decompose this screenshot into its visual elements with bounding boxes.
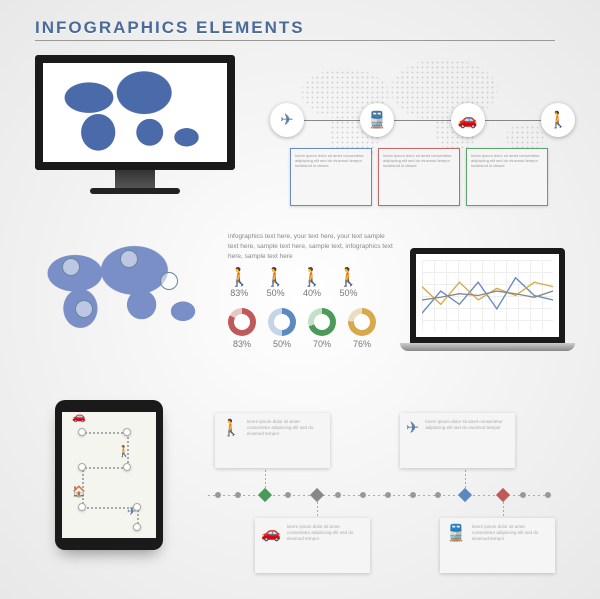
- info-card: lorem ipsum dolor sit amet consectetur a…: [378, 148, 460, 206]
- person-stat: 🚶 40%: [301, 268, 323, 298]
- card-icon: 🚆: [446, 524, 466, 545]
- person-icon: 🚶: [264, 268, 286, 286]
- timeline-dot: [520, 492, 526, 498]
- route-segment: [82, 432, 127, 434]
- timeline-dot: [360, 492, 366, 498]
- laptop-base: [400, 343, 575, 351]
- timeline-connector: [503, 500, 504, 518]
- route-segment: [82, 467, 127, 469]
- person-icon: 🚶: [541, 103, 575, 137]
- mid-sample-text: infographics text here, your text here, …: [228, 232, 393, 261]
- route-stop-icon: 🚗: [72, 412, 86, 423]
- map-pin: [160, 272, 178, 290]
- laptop-line-chart: [422, 260, 553, 331]
- card-icon: ✈: [406, 419, 419, 440]
- world-map-blue: [43, 63, 227, 162]
- donut-stat: 70%: [308, 308, 336, 349]
- timeline-dot: [435, 492, 441, 498]
- person-stat: 🚶 83%: [228, 268, 250, 298]
- person-pct: 40%: [301, 288, 323, 298]
- person-pct: 50%: [337, 288, 359, 298]
- monitor-screen: [35, 55, 235, 170]
- plane-icon: ✈: [270, 103, 304, 137]
- info-card: lorem ipsum dolor sit amet consectetur a…: [466, 148, 548, 206]
- donut-icon: [308, 308, 336, 336]
- laptop: [405, 248, 570, 351]
- donut-stat-row: 83% 50% 70% 76%: [228, 308, 376, 349]
- donut-pct: 50%: [268, 339, 296, 349]
- donut-pct: 76%: [348, 339, 376, 349]
- info-card-row: lorem ipsum dolor sit amet consectetur a…: [290, 148, 548, 206]
- tablet-map-screen: 🚗 🚶 🏠 ✈: [62, 412, 156, 538]
- donut-icon: [268, 308, 296, 336]
- timeline-connector: [317, 500, 318, 518]
- map-pin: [120, 250, 138, 268]
- map-pin: [62, 258, 80, 276]
- info-card: lorem ipsum dolor sit amet consectetur a…: [290, 148, 372, 206]
- person-icon: 🚶: [228, 268, 250, 286]
- bottom-timeline: [205, 495, 545, 496]
- monitor-stand: [115, 170, 155, 188]
- person-stat: 🚶 50%: [337, 268, 359, 298]
- donut-stat: 83%: [228, 308, 256, 349]
- person-icon: 🚶: [337, 268, 359, 286]
- mid-world-map: [30, 240, 210, 335]
- person-stat: 🚶 50%: [264, 268, 286, 298]
- route-stop: [123, 463, 131, 471]
- timeline-dot: [285, 492, 291, 498]
- timeline-connector: [265, 468, 266, 490]
- route-stop: [123, 428, 131, 436]
- donut-stat: 50%: [268, 308, 296, 349]
- timeline-card: 🚆lorem ipsum dolor sit amet consectetur …: [440, 518, 555, 573]
- route-stop-icon: 🏠: [72, 485, 86, 498]
- title-underline: [35, 40, 555, 41]
- person-pct: 50%: [264, 288, 286, 298]
- person-icon: 🚶: [301, 268, 323, 286]
- route-stop: [133, 523, 141, 531]
- timeline-card: 🚗lorem ipsum dolor sit amet consectetur …: [255, 518, 370, 573]
- timeline-card: 🚶lorem ipsum dolor sit amet consectetur …: [215, 413, 330, 468]
- timeline-dot: [235, 492, 241, 498]
- route-stop-icon: ✈: [127, 505, 136, 518]
- train-icon: 🚆: [360, 103, 394, 137]
- car-icon: 🚗: [451, 103, 485, 137]
- desktop-monitor: [35, 55, 235, 194]
- route-stop: [78, 428, 86, 436]
- page-title: INFOGRAPHICS ELEMENTS: [35, 18, 305, 38]
- transport-icon-row: ✈ 🚆 🚗 🚶: [270, 103, 575, 137]
- donut-pct: 83%: [228, 339, 256, 349]
- timeline-diamond: [458, 488, 472, 502]
- donut-icon: [228, 308, 256, 336]
- timeline-card: ✈lorem ipsum dolor sit amet consectetur …: [400, 413, 515, 468]
- tablet: 🚗 🚶 🏠 ✈: [55, 400, 163, 550]
- timeline-dot: [335, 492, 341, 498]
- timeline-diamond: [258, 488, 272, 502]
- map-pin: [75, 300, 93, 318]
- timeline-dot: [215, 492, 221, 498]
- people-stat-row: 🚶 83% 🚶 50% 🚶 40% 🚶 50%: [228, 268, 360, 298]
- card-icon: 🚶: [221, 419, 241, 440]
- timeline-dot: [545, 492, 551, 498]
- timeline-dot: [410, 492, 416, 498]
- card-icon: 🚗: [261, 524, 281, 545]
- donut-icon: [348, 308, 376, 336]
- timeline-dot: [385, 492, 391, 498]
- route-stop: [78, 463, 86, 471]
- donut-stat: 76%: [348, 308, 376, 349]
- route-stop-icon: 🚶: [117, 445, 131, 458]
- monitor-base: [90, 188, 180, 194]
- laptop-screen: [410, 248, 565, 343]
- donut-pct: 70%: [308, 339, 336, 349]
- person-pct: 83%: [228, 288, 250, 298]
- timeline-connector: [465, 468, 466, 490]
- route-stop: [78, 503, 86, 511]
